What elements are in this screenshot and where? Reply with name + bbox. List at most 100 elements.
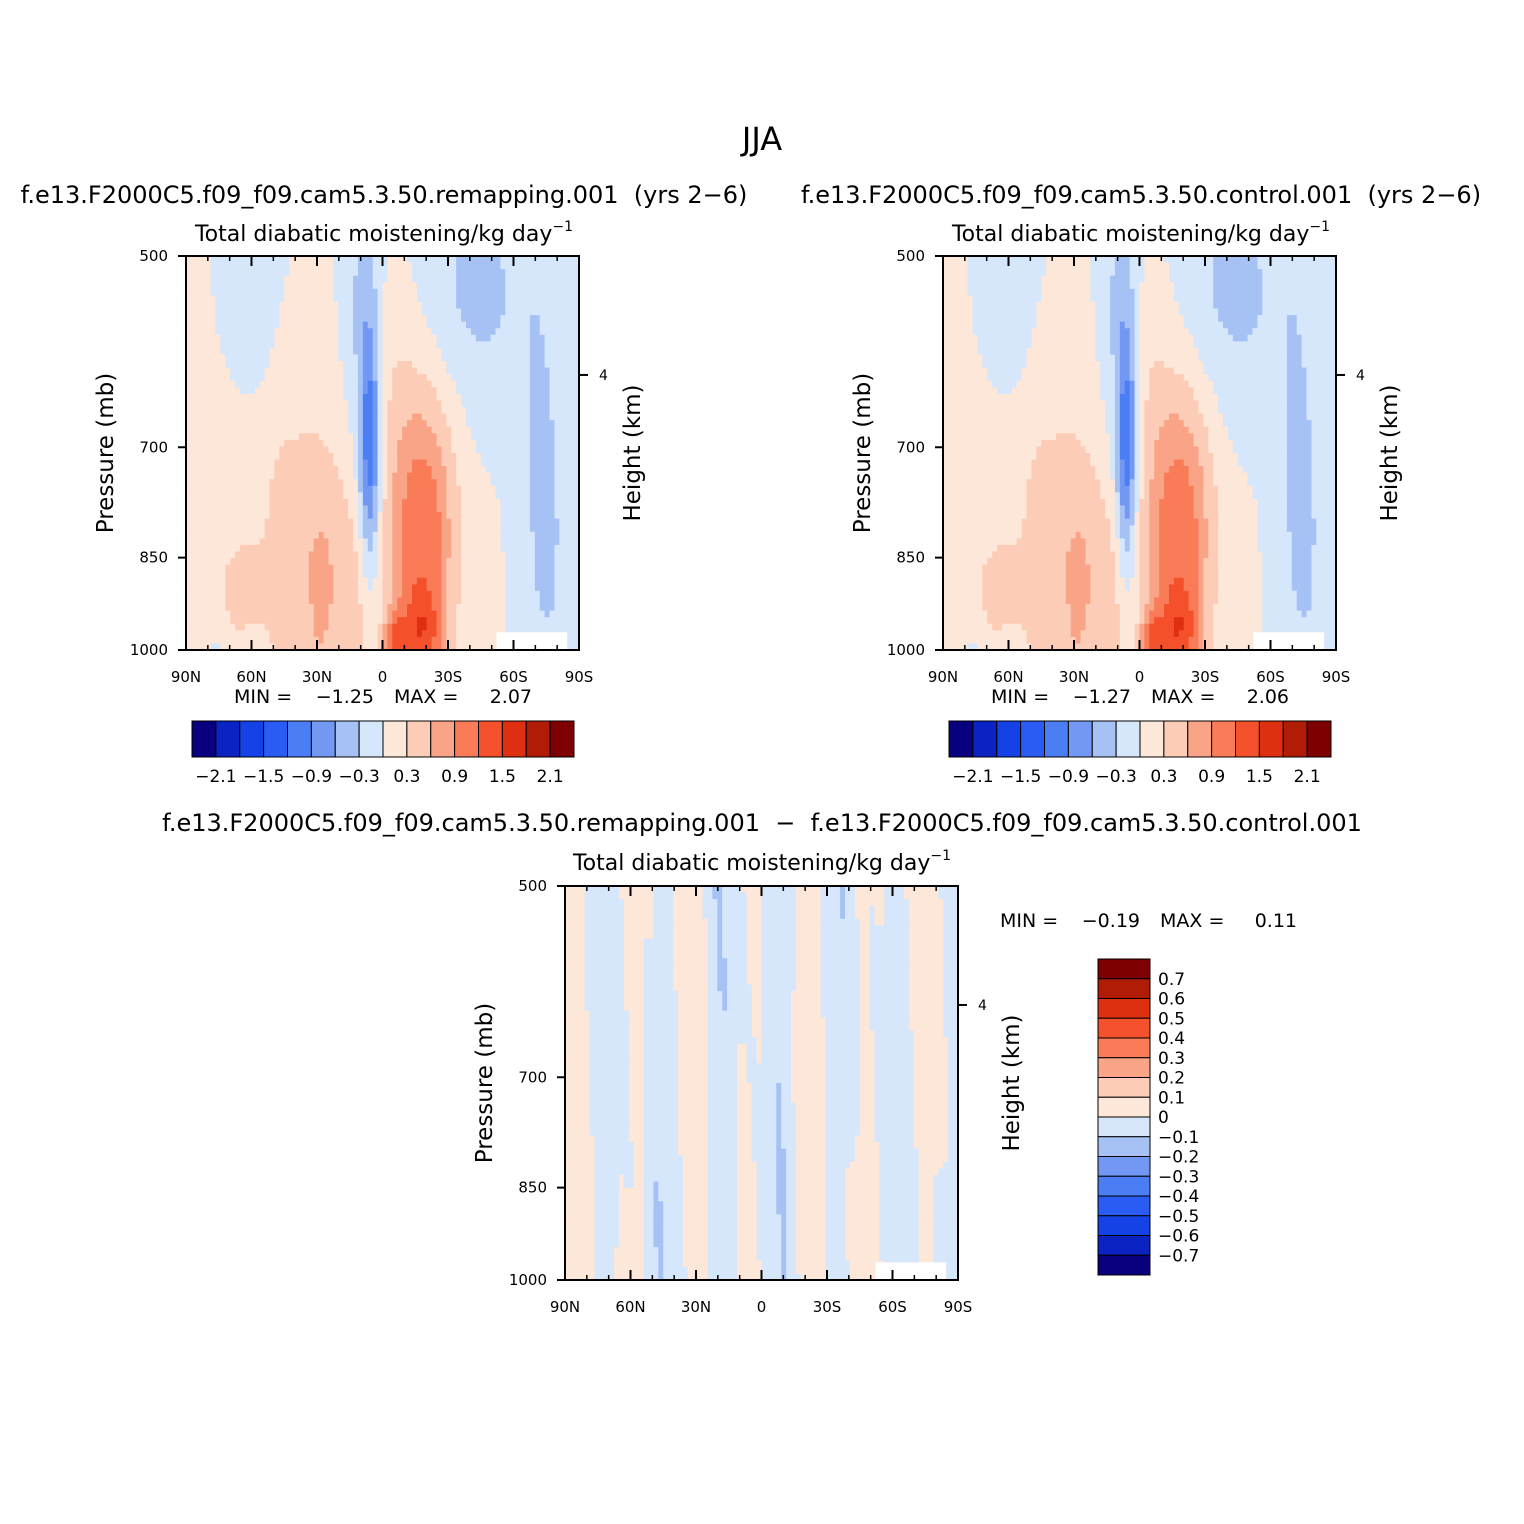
field-cell (549, 413, 556, 421)
field-cell (392, 518, 398, 526)
field-cell (539, 597, 546, 605)
field-cell (367, 544, 374, 553)
field-cell (372, 617, 379, 625)
field-cell (225, 301, 231, 310)
field-cell (235, 492, 241, 500)
field-cell (323, 604, 330, 612)
field-cell (195, 354, 202, 362)
field-cell (289, 485, 295, 493)
field-cell (303, 275, 310, 283)
field-cell (466, 420, 472, 428)
field-cell (1001, 262, 1008, 270)
field-cell (328, 538, 334, 546)
field-cell (323, 446, 330, 454)
field-cell (264, 328, 271, 336)
field-cell (333, 387, 339, 395)
field-cell (269, 315, 276, 323)
field-cell (323, 269, 330, 277)
field-cell (431, 531, 438, 539)
field-cell (500, 315, 506, 323)
field-cell (240, 577, 246, 585)
field-cell (249, 321, 256, 329)
field-cell (249, 439, 256, 448)
field-cell (338, 472, 344, 480)
field-cell (318, 479, 325, 487)
field-cell (225, 479, 231, 487)
field-cell (338, 374, 344, 382)
field-cell (235, 531, 241, 539)
field-cell (328, 420, 334, 428)
field-cell (407, 604, 413, 612)
field-cell (279, 551, 285, 559)
field-cell (284, 492, 290, 500)
field-cell (534, 466, 541, 474)
field-cell (333, 558, 339, 566)
field-cell (382, 446, 389, 454)
field-cell (230, 551, 236, 559)
field-cell (220, 275, 226, 283)
field-cell (407, 551, 413, 559)
field-cell (323, 328, 330, 336)
field-cell (534, 623, 541, 631)
field-cell (323, 288, 330, 296)
field-cell (348, 617, 354, 625)
field-cell (485, 558, 492, 566)
field-cell (421, 643, 428, 651)
field-cell (421, 525, 428, 533)
field-cell (274, 321, 280, 329)
field-cell (544, 361, 551, 369)
field-cell (269, 505, 276, 513)
field-cell (500, 361, 506, 369)
field-cell (490, 262, 497, 270)
field-cell (510, 446, 516, 454)
field-cell (294, 492, 300, 500)
field-cell (289, 354, 295, 362)
field-cell (515, 544, 521, 553)
field-cell (416, 334, 423, 342)
field-cell (372, 407, 379, 415)
field-cell (289, 301, 295, 310)
field-cell (456, 479, 462, 487)
field-cell (294, 571, 300, 579)
field-cell (407, 367, 413, 375)
field-cell (466, 453, 472, 461)
field-cell (357, 564, 364, 572)
field-cell (387, 610, 393, 618)
field-cell (259, 512, 266, 520)
field-cell (279, 256, 285, 264)
field-cell (313, 374, 320, 382)
field-cell (289, 577, 295, 585)
field-cell (500, 295, 506, 303)
field-cell (348, 341, 354, 349)
field-cell (397, 256, 403, 264)
field-cell (195, 400, 202, 408)
field-cell (441, 498, 447, 507)
field-cell (303, 623, 310, 631)
field-cell (343, 584, 349, 592)
field-cell (264, 597, 271, 605)
field-cell (254, 321, 261, 329)
field-cell (515, 315, 521, 323)
field-cell (348, 492, 354, 500)
field-cell (200, 439, 207, 448)
field-cell (294, 604, 300, 612)
field-cell (372, 584, 379, 592)
field-cell (549, 256, 556, 264)
field-cell (495, 610, 501, 618)
field-cell (490, 439, 497, 448)
field-cell (416, 400, 423, 408)
field-cell (392, 597, 398, 605)
field-cell (343, 623, 349, 631)
field-cell (215, 282, 221, 290)
field-cell (407, 584, 413, 592)
field-cell (456, 393, 462, 402)
field-cell (485, 387, 492, 395)
field-cell (362, 308, 369, 316)
field-cell (259, 459, 266, 467)
field-cell (318, 426, 325, 434)
field-cell (539, 407, 546, 415)
field-cell (308, 341, 315, 349)
field-cell (554, 321, 560, 329)
field-cell (353, 485, 359, 493)
field-cell (470, 439, 477, 448)
